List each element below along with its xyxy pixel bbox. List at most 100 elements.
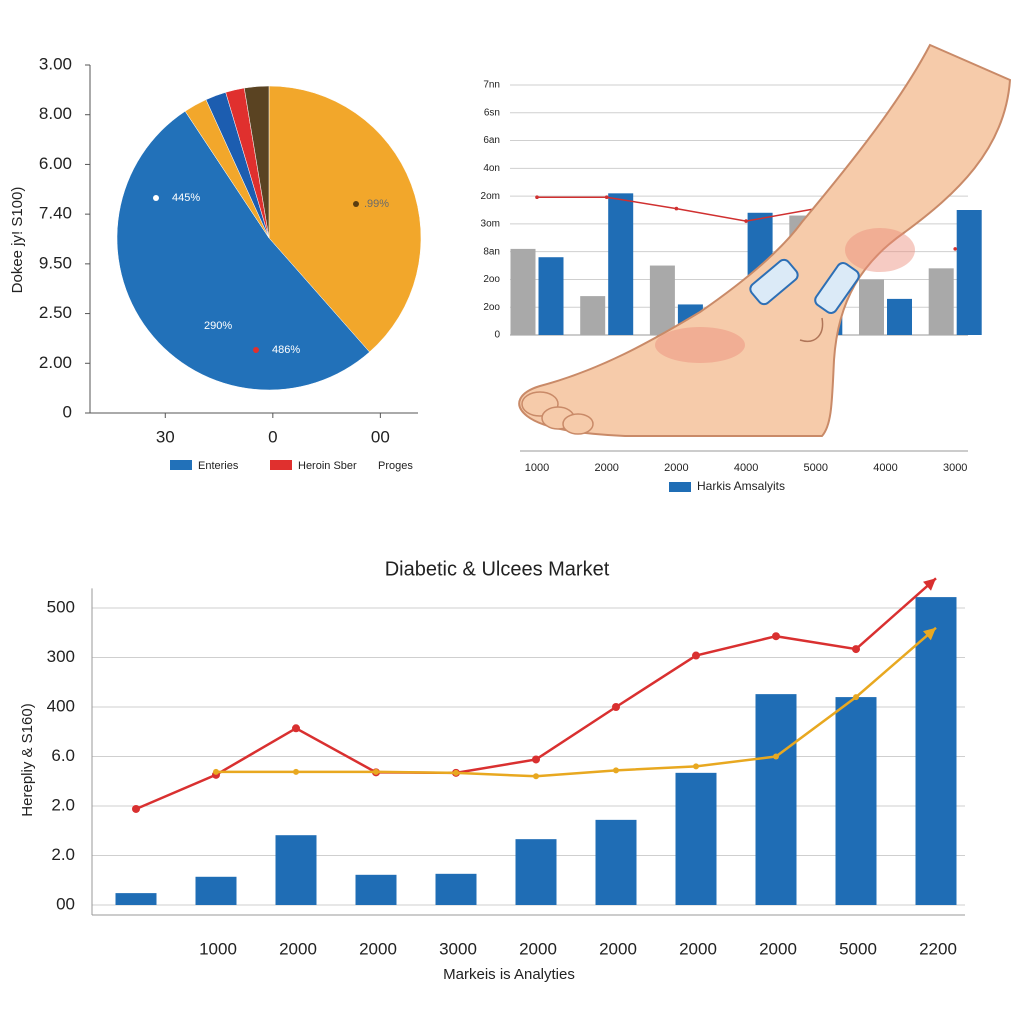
x-tick-label: 4000 <box>734 462 758 474</box>
ankle-line <box>799 317 824 342</box>
line-point <box>612 703 620 711</box>
line-point <box>772 632 780 641</box>
y-axis-label: Hereplіy & S160) <box>19 703 36 816</box>
x-tick-label: 2000 <box>664 462 688 474</box>
y-tick-label: 2.0 <box>51 795 75 814</box>
bar <box>887 298 912 335</box>
annotation-dot <box>253 347 259 353</box>
line-point <box>773 753 779 760</box>
annotation-dot <box>353 201 359 207</box>
y-axis-label: Dokee jy! S100) <box>9 187 26 294</box>
bar <box>115 893 157 905</box>
legend-label: Enteries <box>198 460 239 472</box>
line-point <box>674 206 679 211</box>
bar <box>859 279 884 335</box>
line-point <box>213 768 219 775</box>
y-tick-label: 7.40 <box>39 204 72 223</box>
bar <box>608 193 634 335</box>
y-tick-label: 2.50 <box>39 303 72 322</box>
bar <box>435 873 477 905</box>
line-point <box>453 769 459 776</box>
bar <box>580 296 606 335</box>
x-tick-label: 3000 <box>439 939 477 958</box>
line-point <box>292 724 300 733</box>
bar <box>515 839 557 905</box>
x-tick-label: 30 <box>156 427 175 446</box>
x-tick-label: 1000 <box>199 939 237 958</box>
bar <box>510 248 536 335</box>
x-tick-label: 2000 <box>679 939 717 958</box>
bar <box>538 257 564 335</box>
legend-swatch <box>669 482 691 492</box>
x-tick-label: 2000 <box>759 939 797 958</box>
line-point <box>604 195 609 200</box>
line-point <box>613 767 619 774</box>
y-tick-label: 8.00 <box>39 104 72 123</box>
bar <box>275 835 317 905</box>
y-tick-label: 2.0 <box>51 845 75 864</box>
y-tick-label: 2oo <box>483 302 500 313</box>
y-tick-label: 500 <box>47 597 75 616</box>
y-tick-label: 0 <box>63 402 72 421</box>
line-point <box>293 768 299 775</box>
bar <box>835 697 877 905</box>
chart-title: Diabetic & Ulcees Market <box>385 558 610 580</box>
bar <box>915 597 957 905</box>
bar <box>675 772 717 905</box>
pie-slice <box>243 85 270 239</box>
x-tick-label: 5000 <box>839 939 877 958</box>
y-tick-label: 3.00 <box>39 54 72 73</box>
legend-swatch <box>270 460 292 470</box>
y-tick-label: 300 <box>47 647 75 666</box>
bar <box>956 210 982 335</box>
x-tick-label: 4000 <box>873 462 897 474</box>
x-axis-label: Markeis is Analyties <box>443 966 575 983</box>
y-tick-label: 9.50 <box>39 253 72 272</box>
y-tick-label: 00 <box>56 894 75 913</box>
line-point <box>535 195 539 200</box>
x-tick-label: 2000 <box>594 462 618 474</box>
x-tick-label: 2000 <box>359 939 397 958</box>
toe <box>562 413 594 435</box>
y-tick-label: 4on <box>483 163 500 174</box>
line <box>216 626 937 778</box>
y-tick-label: 6an <box>483 135 500 146</box>
line-point <box>953 247 957 251</box>
x-tick-label: 5000 <box>804 462 828 474</box>
y-tick-label: 7nn <box>483 80 500 91</box>
x-tick-label: 2200 <box>919 939 957 958</box>
y-tick-label: 6.00 <box>39 154 72 173</box>
annotation: 445% <box>172 192 200 204</box>
line-point <box>693 763 699 770</box>
legend-swatch <box>170 460 192 470</box>
y-tick-label: 2oo <box>483 274 500 285</box>
y-tick-label: 400 <box>47 696 75 715</box>
line-point <box>533 773 539 780</box>
line-point <box>532 755 540 764</box>
bar <box>755 694 797 905</box>
annotation: .99% <box>364 198 389 210</box>
y-tick-label: 2om <box>481 191 500 202</box>
x-tick-label: 3000 <box>943 462 967 474</box>
pie-slice <box>268 85 422 353</box>
bar <box>928 268 954 335</box>
x-tick-label: 1000 <box>525 462 549 474</box>
redness <box>845 228 915 272</box>
arrowhead <box>923 578 936 591</box>
y-tick-label: 3om <box>481 219 500 230</box>
y-tick-label: 8an <box>483 246 500 257</box>
annotation: 486% <box>272 344 300 356</box>
legend-label: Harkis Amsalyits <box>697 479 785 493</box>
pie-slice <box>116 110 370 391</box>
y-tick-label: 6sn <box>484 107 500 118</box>
bar <box>649 265 675 335</box>
y-tick-label: 0 <box>494 330 500 341</box>
bandage <box>814 261 860 315</box>
legend-label: Proges <box>378 460 413 472</box>
bar <box>355 874 397 905</box>
foot-illustration <box>518 43 1012 437</box>
line-point <box>132 804 140 813</box>
x-tick-label: 00 <box>371 427 390 446</box>
